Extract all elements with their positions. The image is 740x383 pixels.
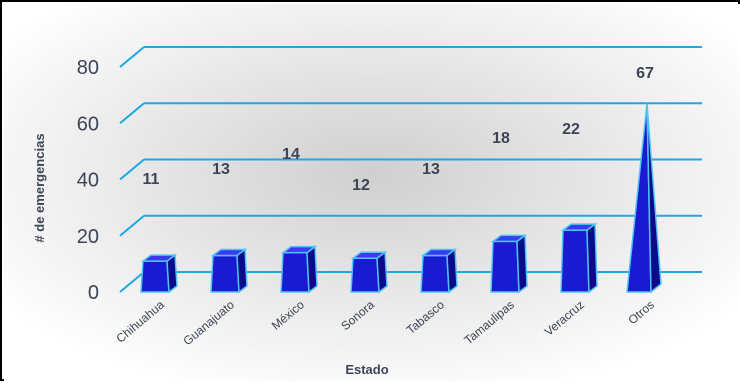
data-label: 11 [143,171,160,188]
data-label: 18 [492,130,510,147]
bar [350,250,388,294]
y-tick-label: 40 [77,170,99,192]
gridline [119,214,702,237]
bar [490,233,528,294]
data-labels: 11 13 14 12 13 18 22 67 [143,65,654,194]
y-axis-title: # de emergencias [32,133,47,242]
data-label: 14 [282,146,300,163]
gridline [119,102,702,125]
data-label: 13 [212,161,230,178]
data-label: 67 [636,65,654,82]
y-axis-ticks: 0 20 40 60 80 [77,57,99,304]
y-tick-label: 20 [77,226,99,248]
plot-background [4,4,740,381]
gridline [119,158,702,181]
bar [140,253,178,294]
y-tick-label: 80 [77,57,99,79]
bar [626,103,662,294]
y-tick-label: 0 [88,282,99,304]
gridline [119,46,702,68]
bar [560,222,598,294]
data-label: 13 [422,161,440,178]
bar [280,245,318,294]
bar [210,247,248,294]
bar [420,247,458,294]
bars [140,103,662,294]
y-tick-label: 60 [77,113,99,135]
data-label: 22 [562,121,580,138]
x-axis-title: Estado [345,362,388,377]
data-label: 12 [352,177,370,194]
